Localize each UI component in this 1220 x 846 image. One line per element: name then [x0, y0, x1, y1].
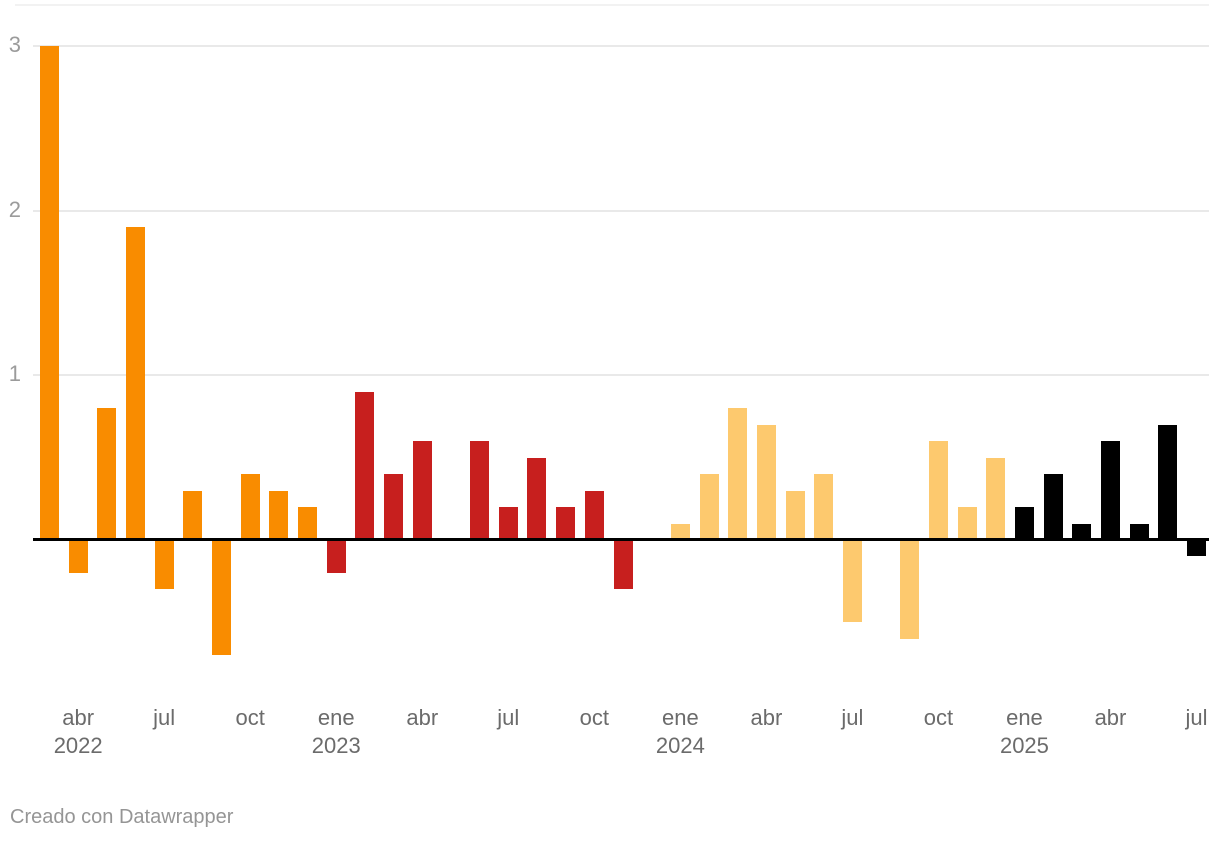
bar-jun-2024[interactable]: [814, 474, 834, 540]
x-tick-jul-2025: jul: [1185, 705, 1208, 730]
bar-ene-2023[interactable]: [326, 540, 346, 573]
bar-feb-2025[interactable]: [1043, 474, 1063, 540]
bar-jun-2022[interactable]: [126, 227, 146, 540]
x-tick-year-2025: 2025: [999, 733, 1049, 758]
zero-baseline: [33, 538, 1209, 541]
x-tick-oct-2023: oct: [579, 705, 609, 730]
x-tick-abr-2023: abr: [406, 705, 439, 730]
bar-nov-2024[interactable]: [957, 507, 977, 540]
attribution: Creado con Datawrapper: [10, 806, 233, 829]
x-tick-abr-2022: abr: [62, 705, 95, 730]
x-tick-ene-2023: ene: [317, 705, 355, 730]
bar-jul-2022[interactable]: [154, 540, 174, 590]
bar-dic-2022[interactable]: [298, 507, 318, 540]
bar-may-2025[interactable]: [1129, 523, 1149, 540]
bar-may-2022[interactable]: [97, 408, 117, 540]
x-tick-jul-2022: jul: [153, 705, 176, 730]
bar-abr-2025[interactable]: [1100, 441, 1120, 540]
x-tick-year-2022: 2022: [53, 733, 103, 758]
bar-sep-2024[interactable]: [900, 540, 920, 639]
bar-oct-2024[interactable]: [928, 441, 948, 540]
x-tick-ene-2025: ene: [1006, 705, 1043, 730]
x-tick-year-2024: 2024: [655, 733, 705, 758]
bar-jul-2023[interactable]: [498, 507, 518, 540]
y-axis-tick-label: 3: [8, 31, 21, 57]
bar-mar-2024[interactable]: [728, 408, 748, 540]
bar-abr-2024[interactable]: [756, 424, 776, 540]
bar-abr-2023[interactable]: [412, 441, 432, 540]
bar-may-2024[interactable]: [785, 490, 805, 540]
x-tick-oct-2024: oct: [923, 705, 954, 730]
x-tick-abr-2025: abr: [1094, 705, 1127, 730]
bar-jul-2024[interactable]: [842, 540, 862, 623]
bar-mar-2023[interactable]: [384, 474, 404, 540]
bar-oct-2022[interactable]: [240, 474, 260, 540]
x-tick-oct-2022: oct: [235, 705, 265, 730]
y-axis-tick-label: 2: [8, 196, 21, 222]
gridline-y-3: [33, 44, 1209, 47]
bar-jun-2023[interactable]: [470, 441, 490, 540]
bar-sep-2022[interactable]: [212, 540, 232, 656]
x-tick-ene-2024: ene: [661, 705, 699, 730]
gridline-y-2: [33, 209, 1209, 212]
bar-mar-2022[interactable]: [40, 45, 59, 540]
bar-nov-2022[interactable]: [269, 490, 289, 540]
bar-nov-2023[interactable]: [613, 540, 633, 590]
bar-dic-2024[interactable]: [986, 457, 1006, 540]
y-axis-tick-label: 1: [8, 361, 21, 387]
bar-oct-2023[interactable]: [584, 490, 604, 540]
bar-jun-2025[interactable]: [1158, 424, 1178, 540]
bar-feb-2024[interactable]: [699, 474, 719, 540]
x-tick-abr-2024: abr: [750, 705, 783, 730]
bar-ago-2022[interactable]: [183, 490, 203, 540]
bar-mar-2025[interactable]: [1072, 523, 1092, 540]
bar-ago-2023[interactable]: [527, 457, 547, 540]
x-tick-jul-2023: jul: [497, 705, 520, 730]
bar-feb-2023[interactable]: [355, 391, 375, 540]
gridline-y-1: [33, 374, 1209, 377]
bar-sep-2023[interactable]: [556, 507, 576, 540]
x-tick-jul-2024: jul: [841, 705, 864, 730]
x-tick-year-2023: 2023: [311, 733, 361, 758]
datawrapper-credit-link[interactable]: Creado con Datawrapper: [10, 806, 234, 828]
bar-ene-2025[interactable]: [1014, 507, 1034, 540]
bar-abr-2022[interactable]: [68, 540, 88, 573]
bar-ene-2024[interactable]: [670, 523, 690, 540]
bar-jul-2025[interactable]: [1187, 540, 1206, 557]
plot-top-border: [15, 4, 1209, 6]
